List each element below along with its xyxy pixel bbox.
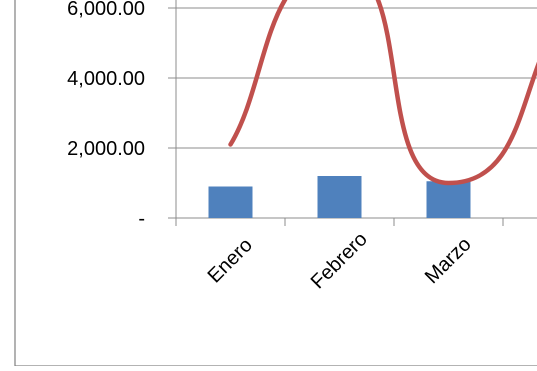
line-path: [231, 0, 537, 183]
y-tick-label: 2,000.00: [67, 138, 145, 160]
bar-febrero: [318, 176, 362, 218]
line-series: [231, 0, 537, 183]
y-tick-label: -: [138, 208, 145, 230]
x-tick-label: Febrero: [307, 228, 372, 293]
grid-layer: [168, 8, 537, 148]
y-tick-label: 6,000.00: [67, 0, 145, 20]
x-tick-label: Enero: [204, 234, 257, 287]
y-tick-label: 4,000.00: [67, 68, 145, 90]
bar-series: [209, 176, 471, 218]
x-tick-label: Marzo: [421, 233, 476, 288]
label-layer: - 2,000.00 4,000.00 6,000.00 Enero Febrero Mar…: [67, 0, 537, 293]
bar-marzo: [427, 181, 471, 218]
bar-enero: [209, 187, 253, 219]
